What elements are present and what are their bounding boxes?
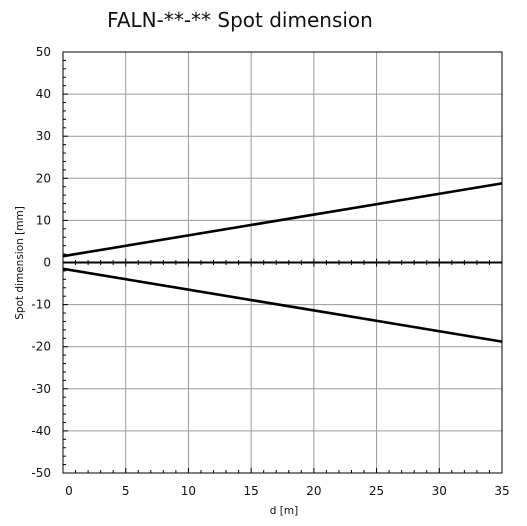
series-line-upper [62,182,503,258]
chart-title: FALN-**-** Spot dimension [107,8,373,32]
y-tick-label: -20 [31,340,51,354]
y-tick-label: 30 [36,129,51,143]
series-line-lower [62,267,503,343]
x-tick-label: 10 [181,484,196,498]
x-tick-label: 25 [369,484,384,498]
x-tick-label: 0 [65,484,73,498]
y-tick-label: -40 [31,424,51,438]
x-tick-label: 15 [244,484,259,498]
tick-labels: 50 40 30 20 10 0 -10 -20 -30 -40 -50 0 5 10 15 20 25 30 35 [31,45,509,498]
y-tick-label: 50 [36,45,51,59]
x-tick-label: 20 [306,484,321,498]
y-axis-label: Spot dimension [mm] [14,206,26,320]
y-tick-label: 40 [36,87,51,101]
axes [62,51,503,474]
y-tick-label: 20 [36,171,51,185]
x-tick-label: 30 [432,484,447,498]
x-tick-label: 35 [494,484,509,498]
y-tick-label: -10 [31,298,51,312]
y-tick-label: -50 [31,466,51,480]
y-tick-label: 10 [36,213,51,227]
x-axis-label: d [m] [270,505,298,517]
series [62,182,503,343]
y-tick-label: -30 [31,382,51,396]
y-tick-label: 0 [43,256,51,270]
x-tick-label: 5 [122,484,130,498]
